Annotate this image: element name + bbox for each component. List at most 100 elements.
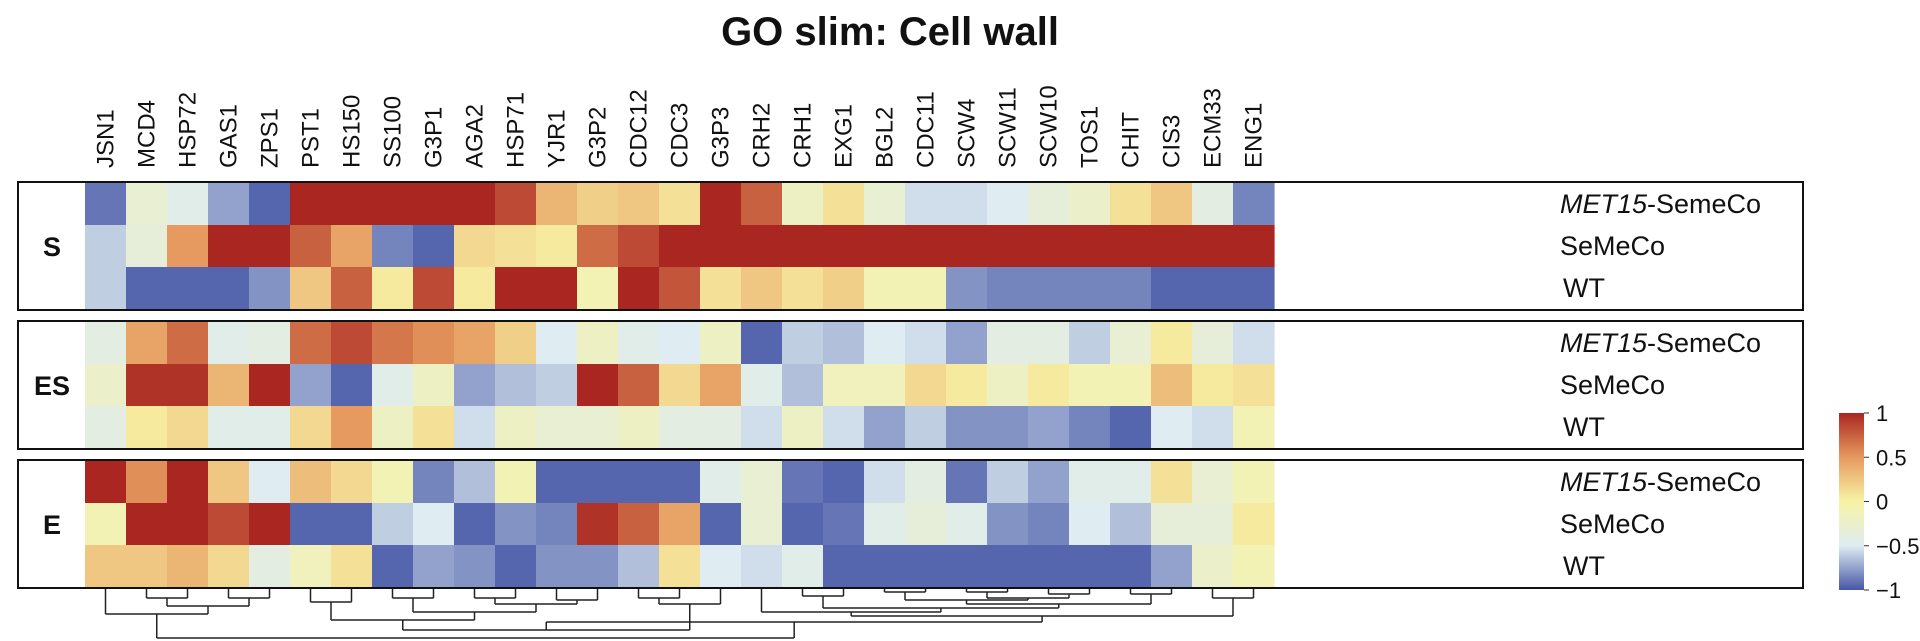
- heatmap-cell: [1028, 225, 1070, 268]
- heatmap-cell: [1151, 406, 1193, 449]
- heatmap-cell: [1151, 503, 1193, 546]
- column-label: CRH2: [749, 103, 776, 168]
- heatmap-cell: [1192, 503, 1234, 546]
- heatmap-cell: [208, 364, 250, 407]
- heatmap-cell: [1233, 322, 1275, 365]
- heatmap-cell: [126, 503, 168, 546]
- heatmap-cell: [413, 322, 455, 365]
- column-label: ECM33: [1200, 88, 1227, 168]
- heatmap-cell: [167, 503, 209, 546]
- column-dendrogram: [104, 589, 1255, 639]
- heatmap-cell: [372, 267, 414, 310]
- heatmap-cell: [864, 503, 906, 546]
- heatmap-cell: [454, 183, 496, 226]
- column-label: BGL2: [872, 107, 899, 168]
- row-label: SeMeCo: [1560, 370, 1665, 400]
- heatmap-cell: [495, 364, 537, 407]
- column-label: SCW4: [954, 99, 981, 168]
- heatmap-cell: [208, 183, 250, 226]
- column-label: G3P2: [585, 107, 612, 168]
- heatmap-cell: [823, 545, 865, 588]
- heatmap-cell: [372, 461, 414, 504]
- heatmap-cell: [126, 406, 168, 449]
- heatmap-cell: [577, 364, 619, 407]
- heatmap-cell: [1110, 503, 1152, 546]
- heatmap-cell: [987, 225, 1029, 268]
- column-label: CRH1: [790, 103, 817, 168]
- row-label: SeMeCo: [1560, 231, 1665, 261]
- heatmap-cell: [659, 267, 701, 310]
- heatmap-cell: [741, 322, 783, 365]
- heatmap-cell: [700, 267, 742, 310]
- heatmap-cell: [290, 406, 332, 449]
- heatmap-cell: [618, 183, 660, 226]
- column-label: JSN1: [93, 109, 120, 168]
- heatmap-cell: [1192, 406, 1234, 449]
- heatmap-cell: [454, 322, 496, 365]
- color-legend: 1 0.5 0 −0.5 −1: [1839, 401, 1919, 603]
- heatmap-cell: [864, 183, 906, 226]
- heatmap-cell: [413, 225, 455, 268]
- heatmap-cell: [741, 225, 783, 268]
- heatmap-cell: [454, 364, 496, 407]
- heatmap-cell: [167, 225, 209, 268]
- column-label: SCW10: [1036, 85, 1063, 168]
- heatmap-cell: [495, 545, 537, 588]
- heatmap-cell: [1233, 406, 1275, 449]
- heatmap-cell: [1028, 322, 1070, 365]
- heatmap-cell: [413, 267, 455, 310]
- column-label: GAS1: [216, 104, 243, 168]
- row-label: MET15-SemeCo: [1560, 467, 1761, 497]
- heatmap-cell: [782, 503, 824, 546]
- heatmap-cell: [85, 503, 127, 546]
- heatmap-cell: [495, 406, 537, 449]
- heatmap-cell: [946, 225, 988, 268]
- heatmap-cell: [208, 267, 250, 310]
- column-label: CDC11: [913, 91, 940, 168]
- heatmap-cell: [167, 183, 209, 226]
- heatmap-cell: [659, 364, 701, 407]
- heatmap-cell: [208, 322, 250, 365]
- heatmap-cell: [454, 461, 496, 504]
- heatmap-cell: [372, 183, 414, 226]
- heatmap-cell: [126, 225, 168, 268]
- heatmap-cell: [823, 267, 865, 310]
- heatmap-cell: [864, 461, 906, 504]
- group-label: E: [43, 510, 61, 540]
- heatmap-cell: [1233, 364, 1275, 407]
- column-label: HSP72: [175, 92, 202, 168]
- heatmap-group: MET15-SemeCo SeMeCo WT S: [17, 181, 1804, 311]
- heatmap-cell: [249, 503, 291, 546]
- heatmap-cell: [85, 461, 127, 504]
- heatmap-cell: [1069, 183, 1111, 226]
- heatmap-cell: [536, 461, 578, 504]
- heatmap-cell: [167, 267, 209, 310]
- row-label: MET15-SemeCo: [1560, 189, 1761, 219]
- heatmap-cell: [249, 322, 291, 365]
- heatmap-cell: [1110, 545, 1152, 588]
- heatmap-cell: [413, 183, 455, 226]
- heatmap-cell: [782, 183, 824, 226]
- heatmap-cell: [946, 267, 988, 310]
- heatmap-cell: [290, 461, 332, 504]
- heatmap-cell: [1028, 364, 1070, 407]
- heatmap-cell: [167, 364, 209, 407]
- heatmap-cell: [659, 545, 701, 588]
- heatmap-cell: [782, 364, 824, 407]
- heatmap-cell: [331, 364, 373, 407]
- heatmap-cell: [864, 322, 906, 365]
- row-label: MET15-SemeCo: [1560, 328, 1761, 358]
- heatmap-cell: [946, 545, 988, 588]
- heatmap-cell: [905, 406, 947, 449]
- heatmap-cell: [1028, 503, 1070, 546]
- heatmap-cell: [1233, 503, 1275, 546]
- heatmap-cell: [823, 225, 865, 268]
- column-label: PST1: [298, 108, 325, 168]
- heatmap-cell: [864, 225, 906, 268]
- heatmap-cell: [167, 322, 209, 365]
- heatmap-cell: [413, 545, 455, 588]
- heatmap-cell: [659, 406, 701, 449]
- heatmap-cell: [208, 225, 250, 268]
- group-border: [17, 181, 1804, 311]
